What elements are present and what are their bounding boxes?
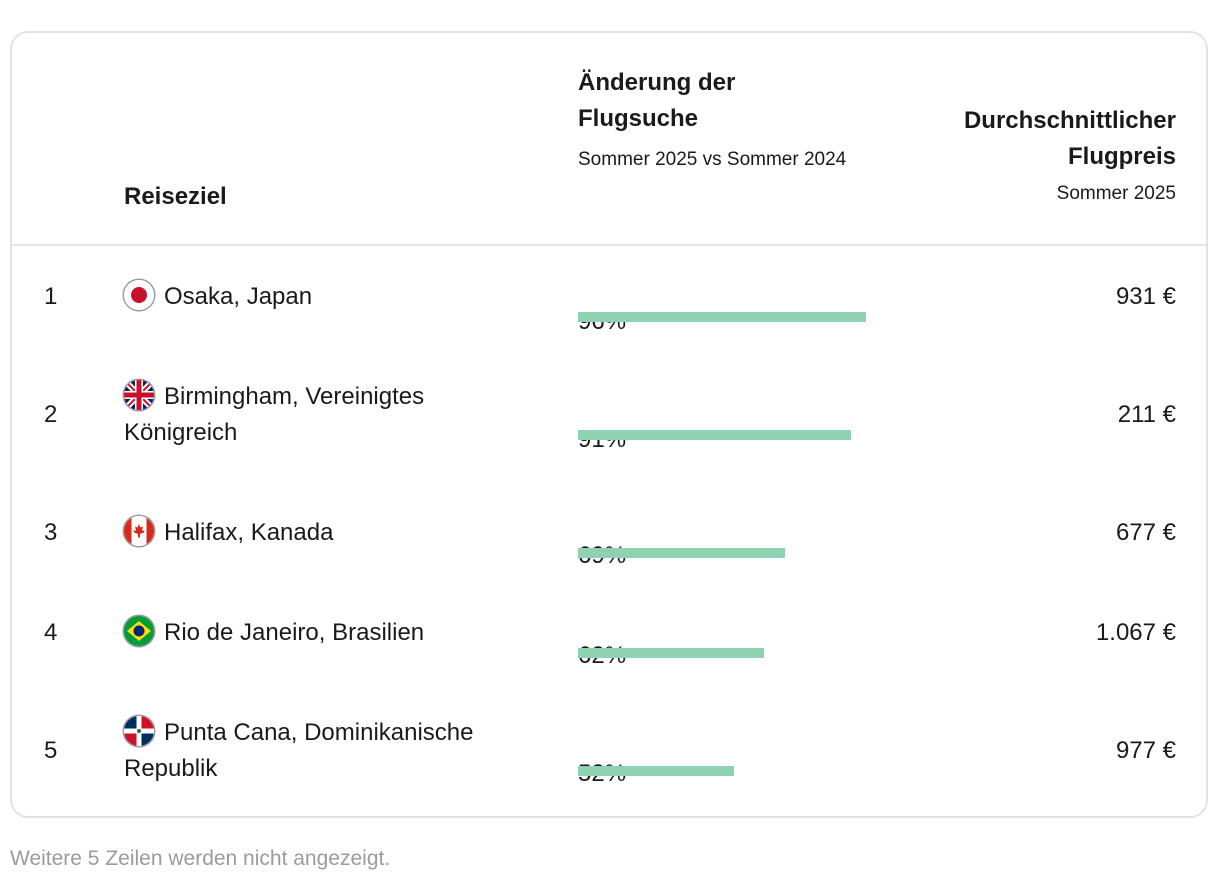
rank-cell: 2: [44, 401, 58, 428]
destination-label: Osaka, Japan: [164, 283, 313, 310]
rank-cell: 5: [44, 737, 58, 764]
canada-flag-icon: [124, 516, 154, 546]
destination-cell: Rio de Janeiro, Brasilien: [124, 615, 504, 651]
change-bar: [578, 312, 866, 322]
change-bar: [578, 766, 734, 776]
destination-cell: Birmingham, Vereinigtes Königreich: [124, 379, 504, 451]
column-header-change-title: Änderung der Flugsuche: [578, 69, 736, 132]
rank-cell: 3: [44, 519, 58, 546]
destination-cell: Punta Cana, Dominikanische Republik: [124, 715, 504, 787]
destinations-table-card: Reiseziel Änderung der Flugsuche Sommer …: [10, 31, 1208, 818]
destination-label: Rio de Janeiro, Brasilien: [164, 619, 425, 646]
japan-flag-icon: [124, 280, 154, 310]
destination-cell: Halifax, Kanada: [124, 515, 504, 551]
column-header-price-title: Durchschnittlicher Flugpreis: [963, 107, 1176, 170]
column-header-change-subtitle: Sommer 2025 vs Sommer 2024: [578, 149, 847, 170]
destination-label: Halifax, Kanada: [164, 519, 334, 546]
footnote: Weitere 5 Zeilen werden nicht angezeigt.: [10, 847, 391, 870]
price-value: 931 €: [1115, 283, 1176, 310]
brazil-flag-icon: [124, 616, 154, 646]
column-header-destination: Reiseziel: [124, 183, 227, 210]
uk-flag-icon: [124, 380, 154, 410]
dominican-republic-flag-icon: [124, 716, 154, 746]
column-header-price: Durchschnittlicher Flugpreis Sommer 2025: [856, 103, 1176, 213]
destination-label: Birmingham, Vereinigtes Königreich: [124, 383, 425, 446]
column-header-price-subtitle: Sommer 2025: [1056, 183, 1176, 204]
column-header-change: Änderung der Flugsuche Sommer 2025 vs So…: [578, 65, 848, 179]
rank-cell: 1: [44, 283, 58, 310]
change-bar: [578, 548, 785, 558]
change-bar: [578, 430, 851, 440]
header-divider: [12, 244, 1206, 246]
price-value: 211 €: [1117, 401, 1176, 428]
price-value: 977 €: [1115, 737, 1176, 764]
price-value: 677 €: [1115, 519, 1176, 546]
change-bar: [578, 648, 764, 658]
rank-cell: 4: [44, 619, 58, 646]
destination-cell: Osaka, Japan: [124, 279, 504, 315]
price-value: 1.067 €: [1095, 619, 1176, 646]
destination-label: Punta Cana, Dominikanische Republik: [124, 719, 474, 782]
